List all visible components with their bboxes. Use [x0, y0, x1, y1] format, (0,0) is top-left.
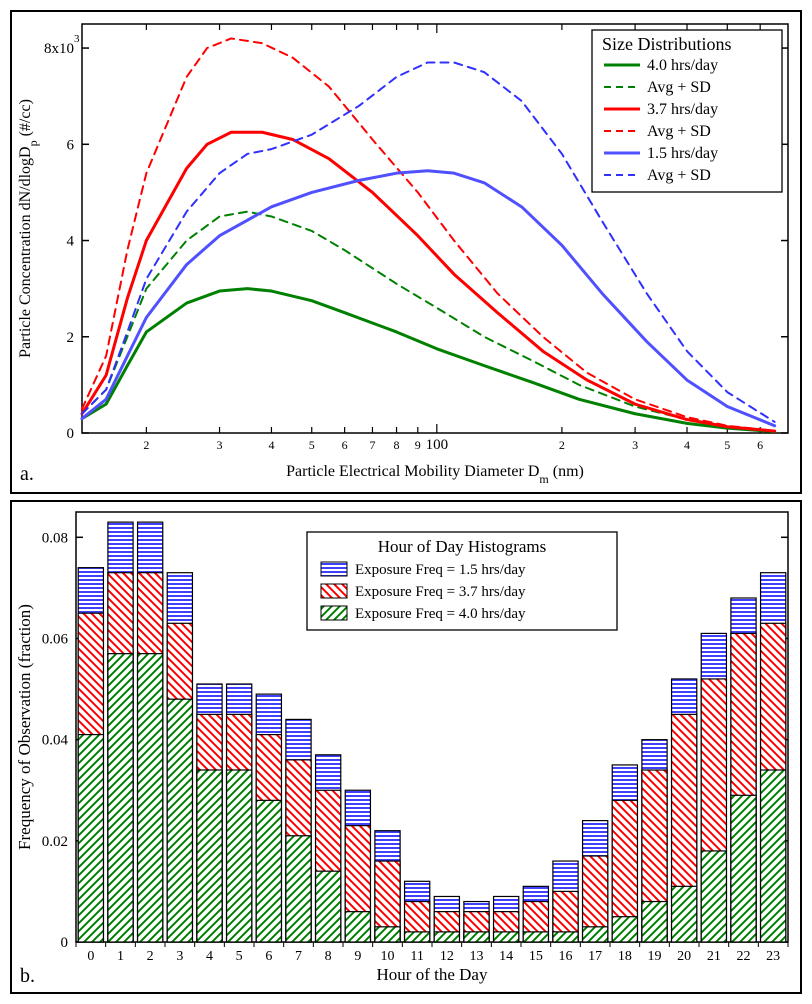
- svg-text:Frequency of Observation (frac: Frequency of Observation (fraction): [15, 604, 34, 850]
- svg-text:18: 18: [618, 949, 632, 964]
- svg-text:5: 5: [724, 438, 730, 452]
- figure: 02468x1032345678910023456Particle Electr…: [10, 10, 802, 994]
- svg-text:3: 3: [217, 438, 223, 452]
- svg-text:23: 23: [766, 949, 780, 964]
- svg-text:14: 14: [499, 949, 513, 964]
- svg-text:15: 15: [529, 949, 543, 964]
- svg-text:6: 6: [67, 137, 75, 153]
- svg-text:0.06: 0.06: [42, 631, 69, 647]
- svg-text:Exposure Freq = 3.7 hrs/day: Exposure Freq = 3.7 hrs/day: [355, 584, 526, 600]
- svg-text:8x10: 8x10: [44, 41, 74, 57]
- svg-text:Exposure Freq = 1.5 hrs/day: Exposure Freq = 1.5 hrs/day: [355, 562, 526, 578]
- svg-text:22: 22: [737, 949, 751, 964]
- svg-text:4: 4: [268, 438, 274, 452]
- svg-text:3.7 hrs/day: 3.7 hrs/day: [647, 101, 718, 118]
- svg-text:Particle Concentration dN/dlog: Particle Concentration dN/dlogDp (#/cc): [17, 99, 40, 358]
- svg-text:a.: a.: [20, 463, 34, 485]
- svg-text:6: 6: [757, 438, 763, 452]
- panel-a: 02468x1032345678910023456Particle Electr…: [10, 10, 802, 494]
- svg-text:21: 21: [707, 949, 721, 964]
- svg-text:2: 2: [143, 438, 149, 452]
- svg-text:Hour of the Day: Hour of the Day: [377, 965, 488, 984]
- svg-text:10: 10: [381, 949, 395, 964]
- panel-b: 00.020.040.060.0801234567891011121314151…: [10, 500, 802, 994]
- svg-text:19: 19: [648, 949, 662, 964]
- svg-text:0: 0: [87, 949, 94, 964]
- svg-text:0: 0: [67, 426, 75, 442]
- svg-text:0.02: 0.02: [42, 834, 68, 850]
- svg-text:Avg + SD: Avg + SD: [647, 123, 711, 140]
- svg-text:6: 6: [265, 949, 272, 964]
- svg-text:Exposure Freq = 4.0 hrs/day: Exposure Freq = 4.0 hrs/day: [355, 606, 526, 622]
- svg-text:7: 7: [369, 438, 375, 452]
- svg-text:16: 16: [559, 949, 573, 964]
- svg-text:0.04: 0.04: [42, 733, 69, 749]
- svg-text:Particle Electrical Mobility D: Particle Electrical Mobility Diameter Dm…: [286, 463, 584, 486]
- svg-text:3: 3: [74, 33, 80, 45]
- svg-text:3: 3: [632, 438, 638, 452]
- svg-text:7: 7: [295, 949, 302, 964]
- svg-text:2: 2: [147, 949, 154, 964]
- svg-text:4: 4: [684, 438, 690, 452]
- svg-text:9: 9: [354, 949, 361, 964]
- svg-text:12: 12: [440, 949, 454, 964]
- svg-text:1: 1: [117, 949, 124, 964]
- svg-text:8: 8: [394, 438, 400, 452]
- svg-text:11: 11: [410, 949, 423, 964]
- svg-text:4: 4: [206, 949, 213, 964]
- svg-text:100: 100: [426, 437, 449, 453]
- svg-text:17: 17: [588, 949, 602, 964]
- svg-text:0: 0: [61, 935, 69, 951]
- svg-text:0.08: 0.08: [42, 530, 68, 546]
- svg-text:Size Distributions: Size Distributions: [602, 34, 732, 54]
- panel-b-svg: 00.020.040.060.0801234567891011121314151…: [12, 502, 800, 988]
- svg-text:2: 2: [67, 330, 75, 346]
- svg-text:1.5 hrs/day: 1.5 hrs/day: [647, 145, 718, 162]
- panel-a-svg: 02468x1032345678910023456Particle Electr…: [12, 12, 800, 488]
- svg-text:b.: b.: [20, 965, 35, 987]
- svg-text:2: 2: [559, 438, 565, 452]
- svg-text:5: 5: [236, 949, 243, 964]
- svg-text:20: 20: [677, 949, 691, 964]
- svg-text:5: 5: [309, 438, 315, 452]
- svg-text:4: 4: [67, 234, 75, 250]
- svg-text:13: 13: [470, 949, 484, 964]
- svg-text:4.0 hrs/day: 4.0 hrs/day: [647, 57, 718, 74]
- svg-text:Avg + SD: Avg + SD: [647, 79, 711, 96]
- svg-text:6: 6: [342, 438, 348, 452]
- svg-text:3: 3: [176, 949, 183, 964]
- svg-text:9: 9: [415, 438, 421, 452]
- svg-text:Avg + SD: Avg + SD: [647, 167, 711, 184]
- svg-text:8: 8: [325, 949, 332, 964]
- svg-text:Hour of Day Histograms: Hour of Day Histograms: [378, 537, 547, 556]
